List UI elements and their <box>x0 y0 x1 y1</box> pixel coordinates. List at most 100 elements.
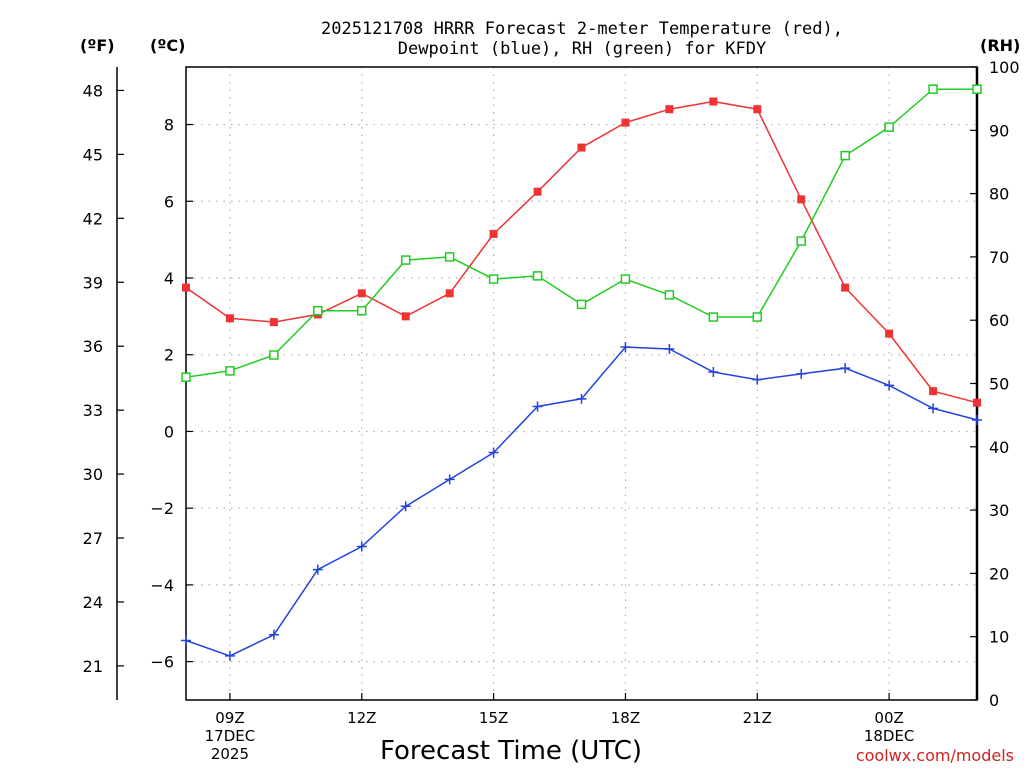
dewpoint-point <box>708 366 719 377</box>
rh-tick-label: 10 <box>989 628 1009 647</box>
fahrenheit-tick-label: 24 <box>83 593 103 612</box>
rh-tick-label: 90 <box>989 121 1009 140</box>
temperature-point <box>401 312 410 321</box>
dewpoint-point <box>884 380 895 391</box>
temperature-point <box>489 229 498 238</box>
rh-tick-label: 30 <box>989 501 1009 520</box>
fahrenheit-tick-label: 33 <box>83 401 103 420</box>
rh-tick-label: 50 <box>989 375 1009 394</box>
credit-label: coolwx.com/models <box>856 746 1014 765</box>
temperature-point <box>973 398 981 407</box>
plot-frame <box>185 66 978 701</box>
data-series <box>181 84 982 661</box>
rh-point <box>400 255 411 265</box>
dewpoint-point <box>620 342 631 353</box>
temperature-point <box>445 289 454 298</box>
celsius-tick-label: −2 <box>150 499 174 518</box>
x-tick-label: 00Z <box>874 709 903 727</box>
fahrenheit-tick-label: 36 <box>83 337 103 356</box>
rh-point <box>269 350 279 360</box>
rh-point <box>840 150 850 161</box>
rh-point <box>357 305 367 316</box>
rh-tick-label: 20 <box>989 564 1009 583</box>
x-tick-label: 18DEC <box>864 727 915 745</box>
rh-tick-label: 0 <box>989 691 999 710</box>
x-tick-label: 09Z <box>215 709 244 727</box>
temperature-point <box>665 105 674 114</box>
celsius-unit-label: (ºC) <box>150 36 185 55</box>
fahrenheit-unit-label: (ºF) <box>80 36 115 55</box>
dewpoint-point <box>356 541 367 552</box>
fahrenheit-tick-label: 21 <box>83 657 103 676</box>
dewpoint-point <box>928 403 939 414</box>
celsius-tick-label: 0 <box>164 422 174 441</box>
dewpoint-point <box>224 650 235 661</box>
rh-tick-label: 40 <box>989 438 1009 457</box>
fahrenheit-tick-label: 42 <box>83 209 103 228</box>
rh-point <box>928 84 938 94</box>
x-axis-title: Forecast Time (UTC) <box>380 736 642 766</box>
rh-point <box>444 252 455 262</box>
fahrenheit-tick-label: 27 <box>83 529 103 548</box>
rh-point <box>181 372 191 382</box>
chart-title-line-1: 2025121708 HRRR Forecast 2-meter Tempera… <box>321 19 843 39</box>
x-tick-label: 18Z <box>611 709 640 727</box>
x-tick-label: 15Z <box>479 709 508 727</box>
series-dewpoint <box>181 342 982 661</box>
temperature-point <box>577 143 586 152</box>
tick-labels: 86420−2−4−648454239363330272421100908070… <box>83 58 1020 763</box>
celsius-tick-label: −6 <box>150 653 174 672</box>
rh-point <box>796 236 806 246</box>
dewpoint-point <box>840 363 851 374</box>
x-tick-label: 12Z <box>347 709 376 727</box>
dewpoint-point <box>312 564 323 575</box>
rh-point <box>752 312 763 322</box>
series-temperature <box>182 97 981 407</box>
fahrenheit-tick-label: 45 <box>83 145 103 164</box>
series-rh <box>181 84 982 382</box>
x-tick-label: 21Z <box>743 709 772 727</box>
rh-point <box>313 305 323 316</box>
dewpoint-point <box>576 393 587 404</box>
fahrenheit-tick-label: 48 <box>83 81 103 100</box>
temperature-point <box>269 318 278 327</box>
chart-title-line-2: Dewpoint (blue), RH (green) for KFDY <box>398 39 766 59</box>
rh-point <box>620 274 631 284</box>
temperature-point <box>621 118 630 127</box>
temperature-point <box>709 97 718 106</box>
rh-point <box>576 299 587 310</box>
chart-axes <box>116 66 979 701</box>
rh-tick-label: 100 <box>989 58 1020 77</box>
dewpoint-point <box>532 401 543 412</box>
temperature-point <box>753 105 762 114</box>
grid-lines <box>186 67 977 700</box>
rh-point <box>884 122 894 132</box>
temperature-point <box>225 314 234 323</box>
rh-tick-label: 60 <box>989 311 1009 330</box>
rh-point <box>225 366 235 376</box>
rh-point <box>532 271 543 281</box>
rh-unit-label: (RH) <box>980 36 1020 55</box>
dewpoint-line <box>185 346 978 657</box>
dewpoint-point <box>972 414 982 425</box>
temperature-point <box>841 283 850 292</box>
dewpoint-point <box>796 368 807 379</box>
celsius-tick-label: −4 <box>150 576 174 595</box>
dewpoint-point <box>752 374 763 385</box>
celsius-tick-label: 6 <box>164 192 174 211</box>
rh-tick-label: 80 <box>989 185 1009 204</box>
temperature-point <box>929 387 938 396</box>
temperature-point <box>885 329 894 338</box>
celsius-tick-label: 4 <box>164 269 174 288</box>
rh-point <box>708 312 719 322</box>
rh-point <box>664 290 675 300</box>
rh-point <box>972 84 982 94</box>
dewpoint-point <box>488 447 499 458</box>
fahrenheit-tick-label: 30 <box>83 465 103 484</box>
rh-tick-label: 70 <box>989 248 1009 267</box>
rh-line <box>185 88 977 378</box>
dewpoint-point <box>444 474 455 485</box>
x-tick-label: 17DEC <box>205 727 256 745</box>
temperature-point <box>182 283 190 292</box>
